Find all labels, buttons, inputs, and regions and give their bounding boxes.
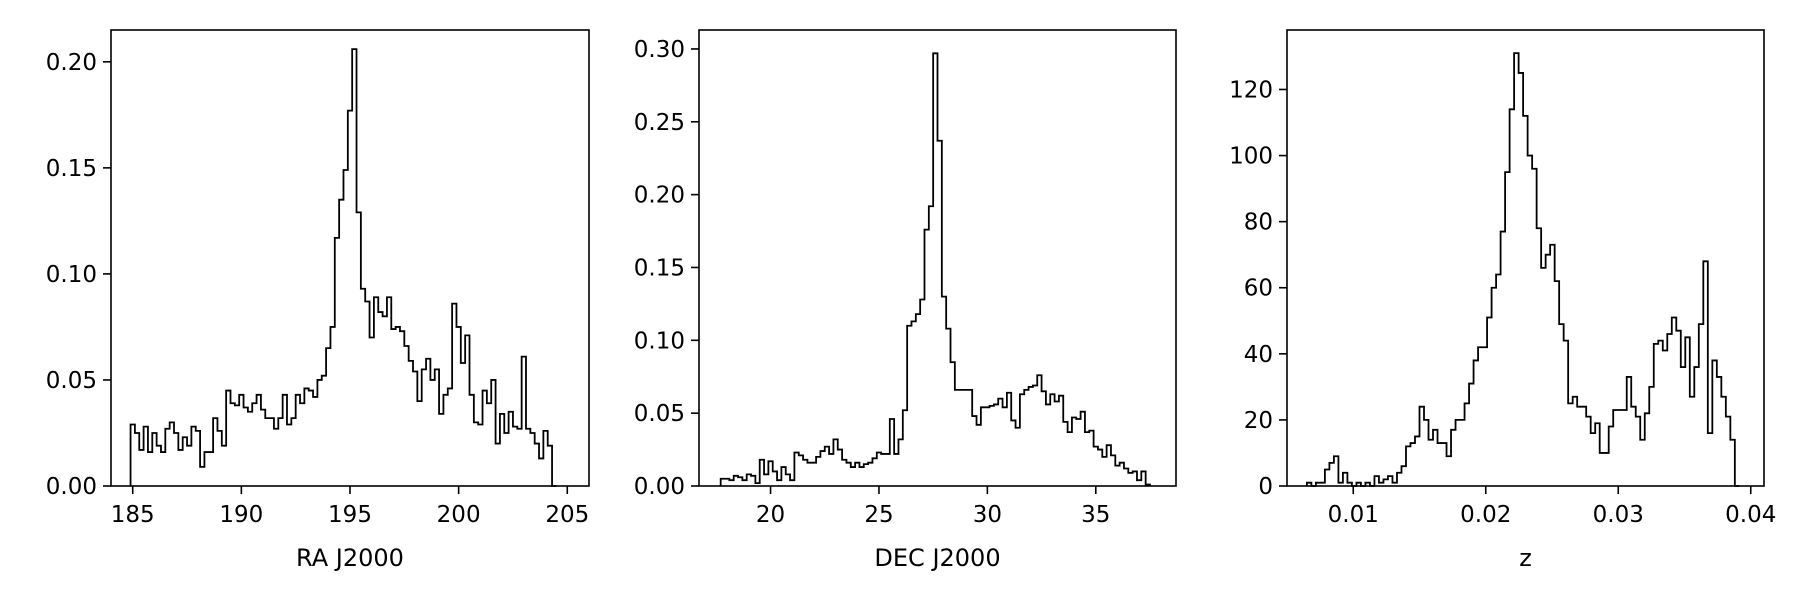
dec-x-tick-label: 30 [973, 502, 1002, 528]
z-x-tick-label: 0.02 [1460, 502, 1511, 528]
ra-y-tick-label: 0.20 [46, 50, 97, 76]
ra-x-tick-label: 205 [545, 502, 589, 528]
z-y-tick-label: 80 [1244, 210, 1273, 236]
z-histogram-step-line [1305, 52, 1740, 487]
z-y-tick-label: 0 [1258, 474, 1273, 500]
dec-axes-frame [698, 29, 1177, 487]
dec-y-tick-label: 0.30 [634, 37, 685, 63]
ra-x-tick-label: 195 [328, 502, 372, 528]
ra-x-axis-label: RA J2000 [296, 544, 404, 572]
dec-y-tick-label: 0.15 [634, 255, 685, 281]
z-axes-frame [1286, 29, 1765, 487]
dec-y-tick-label: 0.10 [634, 328, 685, 354]
z-y-tick-label: 100 [1229, 144, 1273, 170]
ra-histogram-step-line [129, 48, 557, 487]
z-x-tick-label: 0.01 [1328, 502, 1379, 528]
z-y-tick-label: 40 [1244, 342, 1273, 368]
ra-x-tick-label: 200 [437, 502, 481, 528]
dec-y-tick-label: 0.25 [634, 110, 685, 136]
dec-x-axis-label: DEC J2000 [874, 544, 1000, 572]
z-x-axis-label: z [1519, 544, 1532, 572]
ra-y-tick-label: 0.10 [46, 262, 97, 288]
z-x-tick-label: 0.04 [1725, 502, 1776, 528]
dec-x-tick-label: 25 [864, 502, 893, 528]
dec-x-tick-label: 20 [756, 502, 785, 528]
ra-x-tick-label: 185 [111, 502, 155, 528]
ra-histogram-panel: 185 190 195 200 205 0.00 0.05 0.10 0.15 0.20 RA J2… [46, 29, 590, 572]
z-y-tick-label: 20 [1244, 408, 1273, 434]
ra-x-tick-label: 190 [219, 502, 263, 528]
z-x-tick-label: 0.03 [1593, 502, 1644, 528]
dec-y-tick-label: 0.20 [634, 183, 685, 209]
redshift-histogram-panel: 0.01 0.02 0.03 0.04 0 20 40 60 80 100 120 z [1229, 29, 1776, 572]
dec-histogram-step-line [719, 52, 1151, 486]
dec-y-tick-label: 0.05 [634, 401, 685, 427]
ra-y-tick-label: 0.15 [46, 156, 97, 182]
z-y-tick-label: 60 [1244, 276, 1273, 302]
ra-y-tick-label: 0.00 [46, 474, 97, 500]
ra-axes-frame [110, 29, 590, 487]
dec-histogram-panel: 20 25 30 35 0.00 0.05 0.10 0.15 0.20 0.25 0.30 DEC … [634, 29, 1177, 572]
ra-y-tick-label: 0.05 [46, 368, 97, 394]
dec-y-tick-label: 0.00 [634, 474, 685, 500]
z-y-tick-label: 120 [1229, 77, 1273, 103]
dec-x-tick-label: 35 [1081, 502, 1110, 528]
